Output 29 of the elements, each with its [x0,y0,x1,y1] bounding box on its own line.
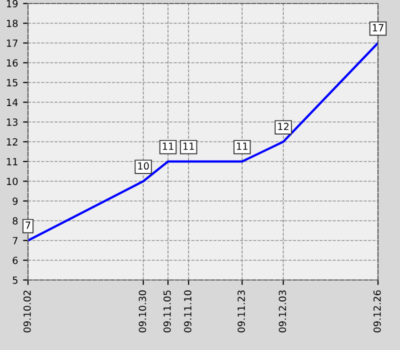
data-label: 7 [26,222,30,229]
y-tick-label: 16 [6,59,18,67]
x-tick-label: 09.12.03 [278,290,286,332]
x-tick-label: 09.12.26 [373,290,381,332]
y-tick-label: 19 [6,0,18,8]
y-tick-label: 5 [12,276,18,284]
data-label: 11 [237,142,248,150]
data-label: 10 [138,162,149,170]
x-tick-label: 09.10.02 [23,290,31,332]
data-label: 17 [372,24,384,32]
x-tick-label: 09.10.30 [138,290,146,332]
y-tick-label: 14 [6,98,18,106]
y-tick-label: 13 [6,118,18,126]
y-tick-label: 11 [6,158,18,166]
data-label: 11 [183,142,194,150]
x-tick-label: 09.11.05 [163,290,171,332]
y-tick-label: 15 [6,79,18,86]
y-tick-label: 9 [12,197,18,205]
y-tick-label: 7 [12,237,18,244]
y-tick-label: 17 [6,40,18,47]
data-label: 12 [278,122,289,130]
y-tick-label: 8 [12,217,18,225]
x-tick-label: 09.11.23 [238,290,245,332]
y-tick-label: 12 [6,138,18,146]
x-tick-label: 09.11.10 [184,290,192,332]
data-label: 11 [162,142,174,150]
y-tick-label: 18 [6,20,18,28]
y-tick-label: 10 [6,178,18,186]
y-tick-label: 6 [12,256,18,264]
